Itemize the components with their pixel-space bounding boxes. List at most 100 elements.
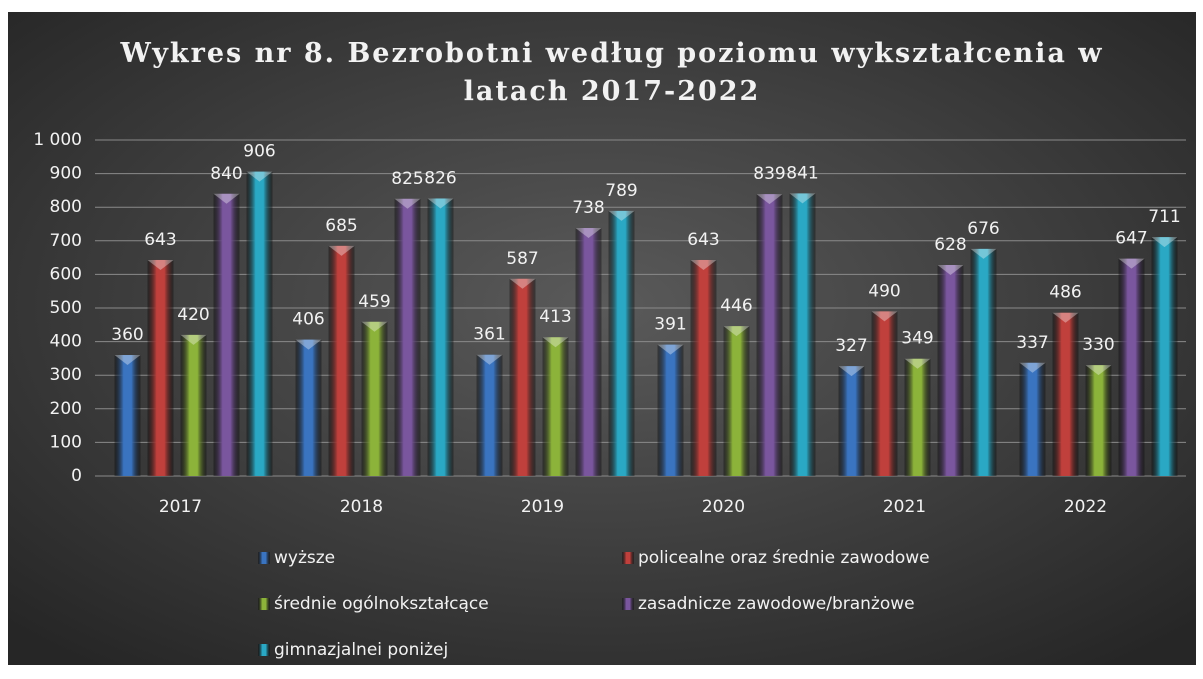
x-tick-label: 2022: [1064, 497, 1107, 517]
bar: [871, 311, 898, 476]
bar: [1118, 258, 1145, 476]
bar: [1019, 362, 1046, 476]
legend-label: policealne oraz średnie zawodowe: [638, 548, 930, 568]
bar: [970, 248, 997, 476]
data-label: 361: [473, 325, 505, 345]
y-tick-label: 600: [50, 264, 82, 284]
bar-cap: [970, 248, 997, 259]
bar: [838, 366, 865, 476]
data-label: 330: [1082, 335, 1114, 355]
bar-cap: [1151, 237, 1178, 248]
y-tick-label: 500: [50, 298, 82, 318]
data-label: 841: [786, 163, 818, 183]
bar-cap: [789, 193, 816, 204]
data-label: 906: [243, 142, 275, 162]
data-label: 647: [1115, 229, 1147, 249]
bar-cap: [147, 259, 174, 270]
bar-cap: [1019, 362, 1046, 373]
y-tick-label: 800: [50, 197, 82, 217]
bar: [509, 278, 536, 476]
legend-label: gimnazjalnei poniżej: [274, 640, 448, 660]
bar-cap: [1052, 312, 1079, 323]
data-label: 327: [835, 336, 867, 356]
y-tick-label: 1 000: [33, 130, 82, 150]
bar-cap: [608, 210, 635, 221]
data-label: 711: [1148, 207, 1180, 227]
data-label: 826: [424, 168, 456, 188]
bar-cap: [1085, 365, 1112, 376]
bar-cap: [114, 355, 141, 366]
data-label: 643: [144, 230, 176, 250]
bar: [937, 264, 964, 476]
bar: [246, 171, 273, 477]
data-label: 337: [1016, 333, 1048, 353]
bar: [114, 355, 141, 476]
data-label: 676: [967, 219, 999, 239]
bar-cap: [394, 198, 421, 209]
legend-marker: [622, 598, 634, 610]
x-tick-label: 2018: [340, 497, 383, 517]
bar: [756, 194, 783, 476]
bar: [1151, 237, 1178, 476]
bar-cap: [246, 171, 273, 182]
data-label: 459: [358, 292, 390, 312]
bar-cap: [295, 339, 322, 350]
bar-cap: [838, 366, 865, 377]
bar: [147, 259, 174, 476]
y-tick-label: 900: [50, 164, 82, 184]
data-label: 840: [210, 164, 242, 184]
bar-cap: [871, 311, 898, 322]
bar-cap: [1118, 258, 1145, 269]
bar-cap: [213, 193, 240, 204]
bar-cap: [476, 354, 503, 365]
legend-marker: [258, 644, 270, 656]
bar: [575, 228, 602, 476]
bar-cap: [361, 321, 388, 332]
bar: [608, 210, 635, 476]
bar-cap: [542, 337, 569, 348]
data-label: 391: [654, 315, 686, 335]
bar: [657, 344, 684, 476]
legend-marker: [622, 552, 634, 564]
data-label: 420: [177, 305, 209, 325]
data-label: 587: [506, 249, 538, 269]
x-tick-label: 2020: [702, 497, 745, 517]
y-tick-label: 300: [50, 365, 82, 385]
bar: [1052, 312, 1079, 476]
bar: [904, 358, 931, 476]
bar-cap: [328, 245, 355, 256]
y-tick-label: 100: [50, 432, 82, 452]
bar: [723, 326, 750, 476]
data-label: 486: [1049, 283, 1081, 303]
bar-cap: [904, 358, 931, 369]
data-label: 825: [391, 169, 423, 189]
data-label: 685: [325, 216, 357, 236]
legend-label: zasadnicze zawodowe/branżowe: [638, 594, 915, 614]
data-label: 789: [605, 181, 637, 201]
bar: [295, 339, 322, 476]
bar: [361, 321, 388, 476]
bar-cap: [657, 344, 684, 355]
y-tick-label: 0: [71, 466, 82, 486]
x-tick-label: 2019: [521, 497, 564, 517]
x-tick-label: 2017: [159, 497, 202, 517]
y-tick-label: 400: [50, 332, 82, 352]
data-label: 413: [539, 307, 571, 327]
data-label: 628: [934, 235, 966, 255]
bar: [690, 259, 717, 476]
bar: [542, 337, 569, 476]
legend-marker: [258, 552, 270, 564]
data-label: 643: [687, 230, 719, 250]
y-tick-label: 700: [50, 231, 82, 251]
bar: [476, 354, 503, 476]
bar: [1085, 365, 1112, 476]
bar-cap: [509, 278, 536, 289]
bar: [180, 334, 207, 476]
bar-cap: [575, 228, 602, 239]
y-tick-label: 200: [50, 399, 82, 419]
legend-marker: [258, 598, 270, 610]
chart-title: Wykres nr 8. Bezrobotni według poziomu w…: [119, 38, 1103, 107]
bar: [394, 198, 421, 477]
data-label: 349: [901, 329, 933, 349]
